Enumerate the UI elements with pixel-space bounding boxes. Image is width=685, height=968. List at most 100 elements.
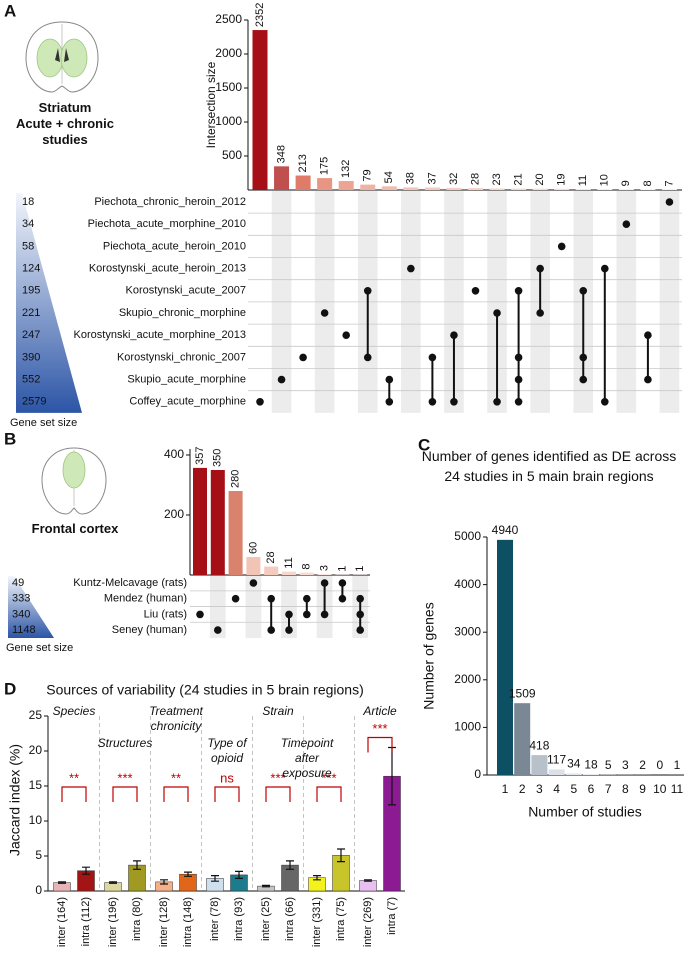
- bar: [532, 188, 548, 190]
- membership-dot: [320, 579, 329, 587]
- membership-dot: [644, 375, 652, 384]
- bar-value-label: 280: [230, 470, 242, 488]
- significance-bracket: [367, 736, 393, 753]
- membership-dot: [356, 610, 365, 619]
- bar: [618, 189, 634, 190]
- bar-value-label: 1: [354, 566, 366, 572]
- set-label: Korostynski_chronic_2007: [117, 351, 246, 363]
- bar-value-label: 132: [340, 160, 352, 178]
- x-tick-label: intra (80): [131, 897, 143, 941]
- x-tick-label: inter (78): [209, 897, 221, 941]
- bar: [317, 178, 333, 190]
- bar-value-label: 213: [297, 154, 309, 172]
- bar: [360, 184, 376, 190]
- brain-illustration-a: [25, 21, 99, 93]
- bar: [193, 467, 207, 575]
- x-tick-label: 8: [622, 782, 629, 796]
- membership-dot: [267, 626, 276, 634]
- y-tick-label: 20: [29, 743, 43, 757]
- bar-value-label: 4940: [492, 523, 519, 537]
- membership-dot: [579, 353, 588, 362]
- membership-dot: [407, 264, 415, 273]
- membership-dot: [338, 579, 347, 587]
- bar-value-label: 8: [642, 180, 654, 186]
- group-label: Timepoint after exposure: [280, 736, 334, 780]
- significance-label: ***: [372, 721, 387, 736]
- bar-value-label: 38: [405, 172, 417, 184]
- bar-value-label: 18: [584, 757, 598, 771]
- set-size: 552: [22, 374, 40, 386]
- panel-letter: C: [418, 435, 430, 454]
- membership-dot: [285, 626, 293, 634]
- significance-bracket: [112, 786, 138, 802]
- panel-letter: A: [4, 1, 16, 20]
- membership-dot: [385, 375, 394, 384]
- bar-value-label: 117: [547, 753, 566, 767]
- error-bar: [262, 884, 270, 888]
- error-bar: [184, 871, 192, 877]
- x-tick-label: inter (269): [362, 897, 374, 947]
- bar: [424, 187, 440, 190]
- bar-value-label: 5: [605, 758, 612, 772]
- bar-value-label: 2: [639, 758, 646, 772]
- membership-dot: [342, 331, 351, 340]
- bar: [359, 880, 377, 892]
- membership-dot: [644, 331, 652, 340]
- significance-bracket: [316, 786, 342, 802]
- bar-value-label: 9: [620, 180, 632, 186]
- membership-dot: [579, 375, 588, 384]
- set-size: 34: [22, 218, 34, 230]
- set-label: Piechota_acute_heroin_2010: [103, 240, 246, 252]
- bar: [264, 566, 279, 575]
- x-tick-label: 9: [639, 782, 646, 796]
- set-size: 58: [22, 240, 34, 252]
- panel-letter: D: [4, 679, 16, 698]
- bar-value-label: 175: [319, 157, 331, 175]
- bar: [210, 470, 225, 575]
- region-title-block: Frontal cortex: [22, 521, 128, 537]
- y-tick-label: 10: [29, 813, 43, 827]
- error-bar: [133, 860, 141, 870]
- membership-dot: [285, 610, 293, 619]
- bar-value-label: 350: [212, 449, 224, 467]
- x-tick-label: intra (7): [386, 897, 398, 935]
- bar: [514, 703, 531, 775]
- bar-value-label: 348: [275, 145, 287, 163]
- set-label: Liu (rats): [144, 608, 187, 620]
- y-tick-label: 1000: [215, 114, 242, 128]
- bar-value-label: 28: [265, 551, 277, 563]
- y-tick-label: 5: [35, 848, 42, 862]
- bar: [317, 574, 332, 575]
- bar: [565, 773, 582, 775]
- set-label: Piechota_chronic_heroin_2012: [94, 196, 246, 208]
- x-tick-label: intra (148): [182, 897, 194, 947]
- significance-label: ***: [117, 770, 132, 785]
- bar: [489, 188, 505, 190]
- error-bar: [58, 881, 66, 884]
- x-tick-label: 2: [519, 782, 526, 796]
- bar: [282, 571, 296, 575]
- set-label: Korostynski_acute_2007: [126, 285, 246, 297]
- membership-dot: [428, 398, 437, 406]
- y-tick-label: 500: [222, 148, 242, 162]
- brain-illustration-b: [41, 447, 107, 515]
- set-size: 333: [12, 593, 30, 605]
- x-tick-label: inter (164): [56, 897, 68, 947]
- set-label: Coffey_acute_morphine: [129, 396, 246, 408]
- significance-label: ***: [321, 770, 336, 785]
- membership-dot: [338, 594, 347, 603]
- membership-dot: [536, 264, 544, 273]
- group-label: Species: [52, 704, 96, 718]
- significance-bracket: [61, 786, 87, 802]
- membership-dot: [557, 242, 566, 251]
- error-bar: [337, 848, 345, 863]
- x-tick-label: 6: [588, 782, 595, 796]
- x-tick-label: 10: [653, 782, 667, 796]
- set-label: Kuntz-Melcavage (rats): [73, 577, 187, 589]
- x-tick-label: inter (196): [107, 897, 119, 947]
- y-axis-title: Intersection size: [204, 61, 218, 148]
- membership-dot: [622, 220, 631, 228]
- x-tick-label: intra (66): [284, 897, 296, 941]
